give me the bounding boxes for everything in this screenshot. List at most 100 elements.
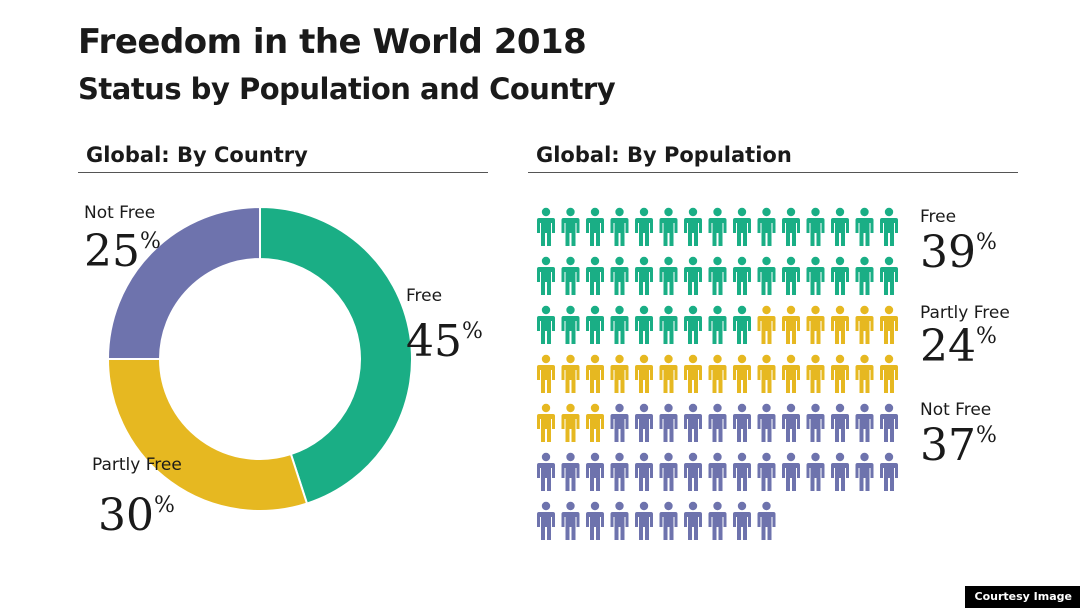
person-icon-free: [733, 305, 751, 344]
person-icon-partly-free: [806, 305, 825, 344]
person-icon-not-free: [708, 403, 727, 442]
person-icon-not-free: [610, 501, 629, 540]
person-icon-free: [831, 207, 849, 246]
person-icon-not-free: [586, 501, 604, 540]
person-icon-partly-free: [782, 354, 800, 393]
person-icon-free: [635, 305, 653, 344]
person-icon-free: [684, 256, 702, 295]
donut-value-free-number: 45: [406, 316, 462, 367]
donut-label-partly-free: Partly Free: [92, 455, 182, 475]
person-icon-not-free: [537, 452, 555, 491]
population-value-partly-free-percent: %: [976, 324, 997, 349]
person-icon-free: [659, 256, 678, 295]
person-icon-not-free: [831, 403, 849, 442]
population-value-not-free: 37%: [920, 424, 997, 468]
person-icon-free: [659, 207, 678, 246]
person-icon-partly-free: [586, 354, 604, 393]
donut-value-partly-free-percent: %: [154, 493, 175, 518]
person-icon-free: [684, 207, 702, 246]
person-icon-not-free: [635, 501, 653, 540]
person-icon-not-free: [708, 501, 727, 540]
person-icon-partly-free: [561, 354, 580, 393]
person-icon-not-free: [855, 403, 874, 442]
person-icon-not-free: [561, 501, 580, 540]
donut-value-not-free-number: 25: [84, 226, 140, 277]
person-icon-free: [659, 305, 678, 344]
donut-value-not-free: 25%: [84, 230, 161, 274]
person-icon-not-free: [806, 452, 825, 491]
person-icon-free: [806, 256, 825, 295]
person-icon-not-free: [757, 452, 776, 491]
person-icon-not-free: [782, 452, 800, 491]
person-icon-partly-free: [831, 305, 849, 344]
person-icon-partly-free: [855, 354, 874, 393]
population-value-not-free-number: 37: [920, 420, 976, 471]
person-icon-free: [831, 256, 849, 295]
person-icon-not-free: [733, 452, 751, 491]
population-value-free: 39%: [920, 231, 997, 275]
person-icon-not-free: [635, 403, 653, 442]
person-icon-not-free: [733, 403, 751, 442]
person-icon-free: [806, 207, 825, 246]
person-icon-not-free: [880, 403, 898, 442]
population-value-free-percent: %: [976, 230, 997, 255]
population-panel-heading: Global: By Population: [536, 143, 792, 167]
person-icon-free: [880, 207, 898, 246]
person-icon-free: [733, 207, 751, 246]
person-icon-not-free: [831, 452, 849, 491]
person-icon-free: [586, 207, 604, 246]
person-icon-free: [586, 305, 604, 344]
person-icon-partly-free: [831, 354, 849, 393]
person-icon-partly-free: [757, 354, 776, 393]
person-icon-partly-free: [537, 403, 555, 442]
person-icon-free: [708, 207, 727, 246]
person-icon-partly-free: [659, 354, 678, 393]
person-icon-not-free: [561, 452, 580, 491]
person-icon-free: [880, 256, 898, 295]
person-icon-partly-free: [708, 354, 727, 393]
population-value-not-free-percent: %: [976, 423, 997, 448]
donut-value-free-percent: %: [462, 319, 483, 344]
person-icon-partly-free: [782, 305, 800, 344]
person-icon-partly-free: [586, 403, 604, 442]
donut-value-not-free-percent: %: [140, 229, 161, 254]
person-icon-free: [561, 256, 580, 295]
person-icon-not-free: [684, 452, 702, 491]
person-icon-not-free: [880, 452, 898, 491]
person-icon-partly-free: [757, 305, 776, 344]
person-icon-not-free: [757, 501, 776, 540]
person-icon-not-free: [659, 452, 678, 491]
person-icon-free: [561, 305, 580, 344]
person-icon-partly-free: [806, 354, 825, 393]
population-panel-rule: [528, 172, 1018, 173]
population-value-partly-free: 24%: [920, 325, 997, 369]
person-icon-free: [610, 305, 629, 344]
country-panel-heading: Global: By Country: [86, 143, 308, 167]
country-panel-rule: [78, 172, 488, 173]
person-icon-free: [855, 207, 874, 246]
person-icon-free: [635, 207, 653, 246]
person-icon-free: [537, 305, 555, 344]
person-icon-free: [782, 256, 800, 295]
person-icon-free: [733, 256, 751, 295]
person-icon-partly-free: [684, 354, 702, 393]
person-icon-not-free: [855, 452, 874, 491]
person-icon-not-free: [586, 452, 604, 491]
population-label-free: Free: [920, 207, 957, 227]
person-icon-not-free: [537, 501, 555, 540]
person-icon-free: [561, 207, 580, 246]
person-icon-partly-free: [880, 354, 898, 393]
person-icon-partly-free: [635, 354, 653, 393]
person-icon-not-free: [733, 501, 751, 540]
person-icon-not-free: [806, 403, 825, 442]
person-icon-not-free: [757, 403, 776, 442]
person-icon-free: [757, 256, 776, 295]
population-value-free-number: 39: [920, 227, 976, 278]
person-icon-free: [855, 256, 874, 295]
person-icon-not-free: [610, 403, 629, 442]
page-subtitle: Status by Population and Country: [78, 72, 616, 106]
person-icon-free: [537, 207, 555, 246]
person-icon-partly-free: [733, 354, 751, 393]
donut-value-free: 45%: [406, 320, 483, 364]
